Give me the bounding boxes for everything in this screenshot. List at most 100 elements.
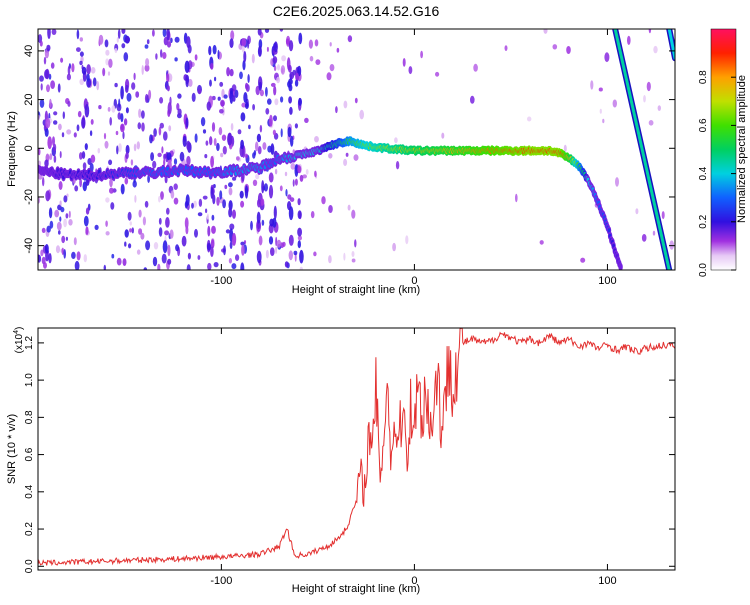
noise-speck — [219, 81, 224, 87]
noise-band-speck — [124, 229, 129, 238]
noise-speck — [279, 185, 283, 192]
noise-band-speck — [287, 80, 292, 88]
noise-speck — [351, 258, 356, 263]
noise-band-speck — [226, 67, 231, 77]
noise-speck — [280, 65, 286, 75]
noise-speck — [141, 122, 145, 132]
spectrogram-axes: -100 0 100 -40 -20 0 20 40 — [23, 29, 675, 287]
noise-band-speck — [165, 217, 170, 228]
noise-speck — [308, 39, 313, 49]
aliased-trace-core — [613, 29, 671, 270]
noise-band-speck — [123, 118, 128, 126]
noise-speck — [177, 93, 182, 99]
noise-speck — [117, 112, 122, 120]
noise-speck — [74, 260, 80, 270]
noise-speck — [134, 195, 137, 203]
colorbar-tick-label: 0.6 — [698, 118, 709, 132]
noise-speck — [652, 230, 656, 236]
noise-speck — [646, 81, 651, 92]
noise-speck — [566, 46, 571, 54]
noise-speck — [105, 49, 110, 56]
noise-speck — [527, 116, 532, 122]
noise-band — [294, 32, 304, 264]
noise-speck — [255, 141, 259, 152]
noise-speck — [53, 111, 58, 116]
noise-speck — [292, 179, 295, 187]
y-tick-label: 40 — [23, 45, 35, 57]
noise-band-speck — [242, 60, 246, 71]
noise-speck — [145, 240, 151, 251]
noise-speck — [265, 108, 270, 115]
noise-speck — [94, 224, 99, 230]
noise-speck — [580, 257, 586, 263]
noise-speck — [615, 177, 619, 187]
noise-speck — [105, 58, 109, 66]
noise-band-speck — [229, 38, 234, 49]
noise-speck — [149, 134, 153, 144]
noise-speck — [163, 131, 168, 141]
snr-ylabel: SNR (10 * v/v) — [6, 414, 18, 484]
noise-speck — [132, 180, 137, 188]
noise-band-speck — [272, 56, 278, 64]
noise-speck — [627, 35, 631, 46]
noise-band-speck — [125, 144, 130, 155]
noise-speck — [59, 216, 62, 222]
noise-speck — [158, 217, 162, 225]
noise-band-speck — [297, 165, 302, 174]
noise-band — [181, 32, 192, 260]
noise-speck — [186, 264, 191, 270]
noise-band-speck — [86, 73, 90, 82]
noise-speck — [157, 263, 161, 270]
noise-band-speck — [121, 29, 126, 34]
noise-speck — [353, 154, 359, 161]
noise-speck — [224, 184, 228, 190]
noise-speck — [216, 142, 220, 152]
noise-band-speck — [289, 106, 293, 115]
noise-speck — [115, 130, 119, 136]
noise-speck — [43, 56, 47, 65]
noise-speck — [66, 73, 71, 81]
noise-speck — [170, 37, 173, 43]
noise-band-speck — [260, 198, 265, 206]
noise-speck — [234, 89, 239, 99]
noise-speck — [68, 210, 71, 219]
noise-band-speck — [231, 232, 237, 246]
noise-speck — [79, 51, 84, 57]
noise-speck — [136, 249, 141, 255]
noise-speck — [274, 98, 279, 106]
noise-speck — [273, 115, 277, 122]
noise-band-speck — [167, 102, 172, 115]
noise-speck — [140, 232, 145, 240]
noise-speck — [66, 193, 69, 198]
noise-speck — [552, 44, 558, 50]
noise-speck — [53, 155, 57, 163]
noise-band-speck — [268, 236, 274, 245]
noise-speck — [598, 87, 603, 92]
noise-speck — [202, 129, 207, 134]
noise-speck — [653, 45, 658, 54]
noise-speck — [335, 106, 338, 114]
noise-speck — [43, 262, 47, 269]
noise-speck — [76, 47, 81, 52]
noise-speck — [41, 227, 46, 233]
noise-band — [120, 29, 130, 266]
noise-speck — [277, 64, 280, 71]
noise-band-speck — [162, 240, 168, 254]
noise-band-speck — [288, 64, 292, 73]
noise-band-speck — [229, 68, 234, 77]
noise-speck — [326, 72, 332, 81]
noise-speck — [281, 55, 286, 62]
noise-speck — [111, 105, 116, 113]
noise-band-speck — [295, 72, 299, 82]
noise-speck — [351, 209, 356, 219]
noise-speck — [59, 151, 62, 159]
noise-speck — [310, 211, 315, 219]
noise-band-speck — [83, 215, 89, 227]
noise-speck — [275, 246, 278, 254]
noise-speck — [223, 94, 228, 99]
noise-speck — [57, 83, 61, 93]
noise-speck — [104, 140, 109, 149]
noise-speck — [321, 196, 326, 205]
noise-speck — [257, 146, 262, 155]
noise-band-speck — [240, 112, 246, 122]
